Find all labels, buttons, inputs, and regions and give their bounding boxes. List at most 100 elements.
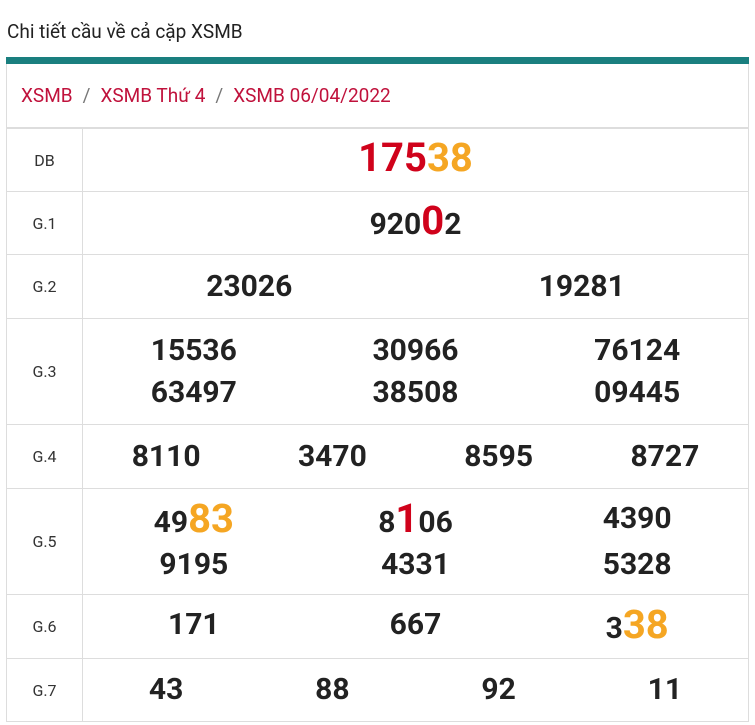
digits: 8 (378, 504, 396, 540)
digits: 19281 (538, 268, 625, 304)
prize-row: G.5 4983 8106 4390 9195 4331 5328 (6, 488, 749, 595)
lottery-number: 23026 (83, 266, 416, 308)
lottery-number: 667 (305, 604, 527, 650)
lottery-number: 8110 (83, 436, 249, 478)
breadcrumb-link[interactable]: XSMB (21, 84, 73, 107)
digits: 88 (315, 672, 350, 707)
digits: 920 (369, 207, 422, 242)
numbers-grid: 15536 30966 76124 63497 38508 09445 (83, 324, 748, 420)
numbers-grid: 43 88 92 11 (83, 663, 748, 717)
highlight-digits: 1 (395, 494, 419, 542)
digits: 43 (148, 672, 184, 707)
prize-label: G.7 (6, 658, 83, 722)
prize-numbers: 92002 (82, 191, 749, 255)
prize-row: DB 17538 (6, 128, 749, 192)
digits: 3470 (297, 438, 367, 474)
digits: 38508 (372, 374, 459, 410)
prize-numbers: 171 667 338 (82, 594, 749, 659)
results-table: DB 17538 G.1 92002 G.2 23026 19281 G.3 15536 3096… (6, 128, 749, 722)
prize-label: G.2 (6, 254, 83, 319)
lottery-number: 92002 (83, 200, 748, 246)
digits: 06 (418, 504, 453, 540)
lottery-number: 11 (582, 669, 748, 711)
prize-row: G.1 92002 (6, 191, 749, 255)
lottery-number: 38508 (305, 372, 527, 414)
digits: 30966 (372, 332, 459, 368)
lottery-number: 88 (249, 669, 415, 711)
breadcrumb-separator: / (82, 84, 91, 107)
digits: 63497 (150, 374, 237, 410)
prize-numbers: 17538 (82, 128, 749, 192)
numbers-grid: 17538 (83, 131, 748, 189)
digits: 4390 (602, 500, 672, 536)
lottery-number: 338 (526, 600, 748, 650)
digits: 23026 (206, 268, 293, 304)
prize-label: G.5 (6, 488, 83, 595)
lottery-number: 9195 (83, 544, 305, 586)
lottery-number: 8595 (416, 436, 582, 478)
prize-numbers: 8110 3470 8595 8727 (82, 424, 749, 489)
digits: 3 (605, 610, 623, 646)
numbers-grid: 23026 19281 (83, 260, 748, 314)
digits: 76124 (594, 332, 681, 368)
digits: 15536 (150, 332, 237, 368)
lottery-number: 4983 (83, 494, 305, 544)
lottery-number: 15536 (83, 330, 305, 372)
numbers-grid: 8110 3470 8595 8727 (83, 430, 748, 484)
digits: 171 (168, 606, 220, 642)
lottery-number: 09445 (526, 372, 748, 414)
lottery-number: 76124 (526, 330, 748, 372)
prize-row: G.7 43 88 92 11 (6, 658, 749, 722)
lottery-number: 19281 (416, 266, 749, 308)
page-title: Chi tiết cầu về cả cặp XSMB (7, 20, 243, 43)
lottery-number: 92 (416, 669, 582, 711)
highlight-digits: 38 (622, 600, 669, 648)
digits: 09445 (594, 374, 681, 410)
prize-label: DB (6, 128, 83, 192)
results-panel: XSMB / XSMB Thứ 4/XSMB 06/04/2022 DB 17538 G… (6, 57, 749, 722)
breadcrumb-separator: / (215, 84, 224, 107)
lottery-number: 17538 (83, 137, 748, 183)
numbers-grid: 92002 (83, 194, 748, 252)
prize-label: G.1 (6, 191, 83, 255)
digits: 667 (389, 606, 442, 642)
prize-numbers: 15536 30966 76124 63497 38508 09445 (82, 318, 749, 425)
digits: 49 (153, 504, 189, 540)
prize-label: G.3 (6, 318, 83, 425)
prize-row: G.6 171 667 338 (6, 594, 749, 659)
breadcrumb-link[interactable]: XSMB Thứ 4 (100, 84, 206, 107)
prize-label: G.6 (6, 594, 83, 659)
digits: 5328 (602, 546, 672, 582)
lottery-number: 30966 (305, 330, 527, 372)
prize-numbers: 43 88 92 11 (82, 658, 749, 722)
numbers-grid: 4983 8106 4390 9195 4331 5328 (83, 492, 748, 592)
prize-label: G.4 (6, 424, 83, 489)
highlight-digits: 0 (421, 197, 445, 244)
prize-row: G.2 23026 19281 (6, 254, 749, 319)
lottery-number: 5328 (526, 544, 748, 586)
prize-row: G.4 8110 3470 8595 8727 (6, 424, 749, 489)
digits: 8595 (464, 438, 534, 474)
breadcrumb-link[interactable]: XSMB 06/04/2022 (233, 84, 391, 107)
digits: 8110 (131, 438, 201, 474)
prize-row: G.3 15536 30966 76124 63497 38508 09445 (6, 318, 749, 425)
digits: 92 (481, 672, 516, 707)
numbers-grid: 171 667 338 (83, 598, 748, 656)
lottery-number: 4331 (305, 544, 527, 586)
lottery-number: 171 (83, 604, 305, 650)
highlight-digits: 175 (358, 134, 427, 181)
highlight-digits: 83 (188, 494, 234, 542)
prize-numbers: 4983 8106 4390 9195 4331 5328 (82, 488, 749, 595)
digits: 2 (444, 207, 462, 242)
highlight-digits: 38 (426, 134, 473, 181)
digits: 8727 (630, 438, 700, 474)
prize-numbers: 23026 19281 (82, 254, 749, 319)
lottery-number: 43 (83, 669, 249, 711)
digits: 9195 (159, 546, 229, 582)
lottery-number: 63497 (83, 372, 305, 414)
lottery-number: 3470 (249, 436, 415, 478)
lottery-number: 4390 (526, 498, 748, 544)
lottery-number: 8727 (582, 436, 748, 478)
digits: 4331 (381, 546, 450, 582)
